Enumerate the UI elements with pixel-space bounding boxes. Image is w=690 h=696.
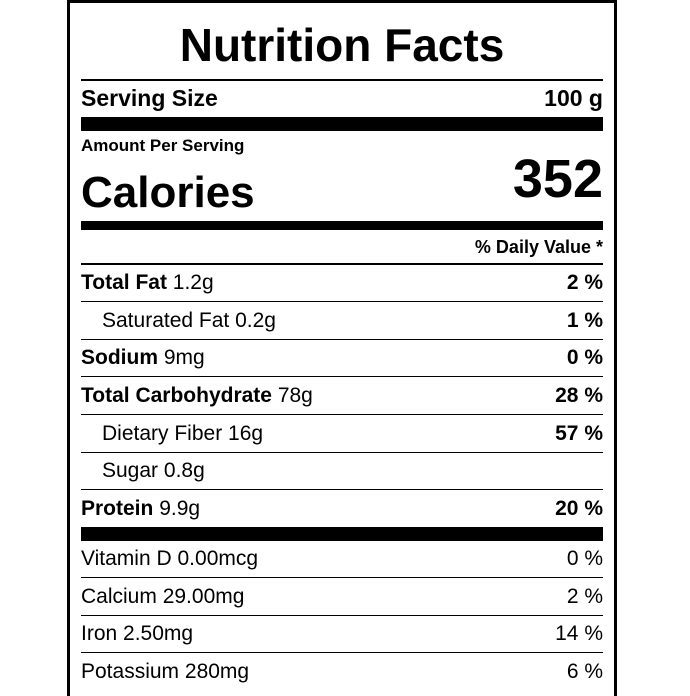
divider-thick — [81, 527, 603, 541]
serving-size-row: Serving Size 100 g — [81, 85, 603, 111]
nutrient-amount: 78g — [277, 384, 313, 407]
calories-value: 352 — [512, 149, 603, 209]
nutrient-name: Protein — [81, 497, 154, 520]
calories-label: Calories — [81, 168, 255, 217]
nutrient-row-total-carbohydrate: Total Carbohydrate 78g 28 % — [81, 383, 603, 409]
nutrition-label: Nutrition Facts Serving Size 100 g Amoun… — [67, 0, 617, 696]
label-title: Nutrition Facts — [179, 19, 505, 71]
nutrient-name: Dietary Fiber — [102, 422, 223, 445]
divider-thick — [81, 117, 603, 131]
serving-size-label: Serving Size — [81, 85, 218, 111]
vitamin-dv: 14 % — [555, 622, 603, 645]
nutrition-label-inner: Nutrition Facts Serving Size 100 g Amoun… — [81, 3, 603, 696]
vitamin-name: Iron — [81, 622, 118, 645]
nutrient-amount: 9mg — [163, 346, 205, 369]
nutrient-name: Total Fat — [81, 271, 167, 294]
divider-row — [81, 577, 603, 578]
nutrient-row-dietary-fiber: Dietary Fiber 16g 57 % — [81, 421, 603, 447]
divider-row — [81, 301, 603, 302]
divider-row — [81, 652, 603, 653]
divider-row — [81, 615, 603, 616]
vitamin-dv: 2 % — [566, 585, 603, 608]
nutrient-row-sodium: Sodium 9mg 0 % — [81, 345, 603, 371]
nutrient-row-saturated-fat: Saturated Fat 0.2g 1 % — [81, 308, 603, 334]
nutrient-amount: 16g — [228, 422, 264, 445]
vitamin-name: Vitamin D — [81, 547, 172, 570]
nutrient-amount: 9.9g — [159, 497, 201, 520]
daily-value-header: % Daily Value * — [474, 237, 603, 257]
vitamin-row-iron: Iron 2.50mg 14 % — [81, 621, 603, 647]
vitamin-dv: 6 % — [566, 660, 603, 683]
nutrient-dv: 0 % — [566, 346, 603, 369]
divider-thin — [81, 79, 603, 81]
nutrient-dv: 57 % — [555, 422, 603, 445]
daily-value-header-row: % Daily Value * — [81, 235, 603, 259]
nutrient-amount: 1.2g — [172, 271, 214, 294]
divider-row — [81, 376, 603, 377]
vitamin-row-potassium: Potassium 280mg 6 % — [81, 659, 603, 685]
nutrient-dv: 1 % — [566, 309, 603, 332]
vitamin-amount: 2.50mg — [123, 622, 194, 645]
vitamin-name: Calcium — [81, 585, 157, 608]
nutrient-name: Sodium — [81, 346, 158, 369]
nutrient-row-protein: Protein 9.9g 20 % — [81, 496, 603, 522]
nutrient-name: Saturated Fat — [102, 309, 230, 332]
divider-row — [81, 339, 603, 340]
nutrient-row-total-fat: Total Fat 1.2g 2 % — [81, 270, 603, 296]
nutrient-amount: 0.8g — [163, 459, 205, 482]
divider-row — [81, 452, 603, 453]
vitamin-name: Potassium — [81, 660, 180, 683]
vitamin-dv: 0 % — [566, 547, 603, 570]
nutrient-dv: 2 % — [566, 271, 603, 294]
nutrient-dv: 28 % — [555, 384, 603, 407]
serving-size-value: 100 g — [544, 85, 603, 111]
vitamin-amount: 29.00mg — [162, 585, 245, 608]
nutrient-name: Total Carbohydrate — [81, 384, 272, 407]
divider-medium — [81, 221, 603, 230]
vitamin-amount: 0.00mcg — [177, 547, 259, 570]
nutrient-amount: 0.2g — [235, 309, 276, 332]
nutrient-name: Sugar — [102, 459, 159, 482]
nutrient-dv: 20 % — [555, 497, 603, 520]
vitamin-amount: 280mg — [184, 660, 250, 683]
vitamin-row-calcium: Calcium 29.00mg 2 % — [81, 584, 603, 610]
divider-row — [81, 489, 603, 490]
divider-thin — [81, 263, 603, 265]
divider-row — [81, 414, 603, 415]
vitamin-row-vitamin-d: Vitamin D 0.00mcg 0 % — [81, 546, 603, 572]
nutrient-row-sugar: Sugar 0.8g — [81, 458, 603, 484]
amount-per-serving: Amount Per Serving — [81, 136, 245, 155]
